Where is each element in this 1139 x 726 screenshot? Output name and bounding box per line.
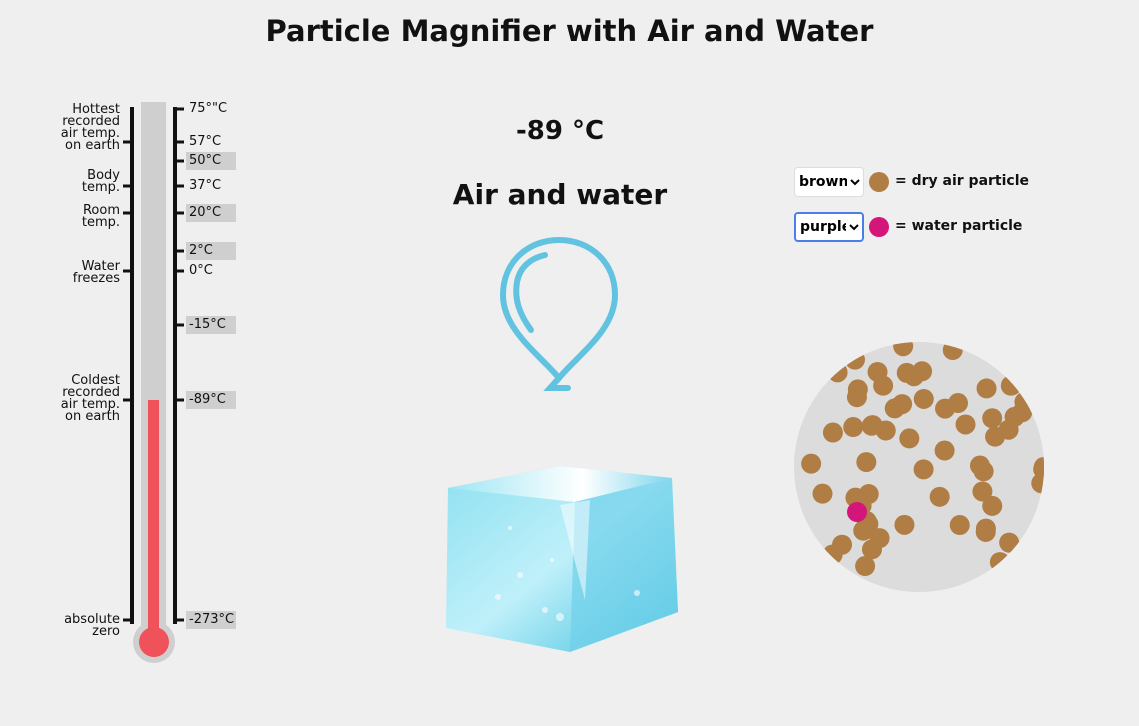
label-line: recorded [62, 114, 120, 129]
temp-label: 75°"C [189, 101, 228, 116]
temp-label: 2°C [186, 242, 236, 260]
label-line: on earth [65, 138, 120, 153]
label-line: Body [87, 168, 120, 183]
air-particle [855, 556, 876, 577]
label-line: on earth [65, 409, 120, 424]
air-particle [843, 417, 864, 438]
air-swatch [869, 172, 889, 192]
reference-label: Coldest recorded air temp. on earth [30, 373, 120, 424]
air-particle [949, 515, 970, 536]
air-particle [822, 422, 843, 443]
air-particle [812, 483, 833, 504]
temp-label: 20°C [186, 204, 236, 222]
air-particle [827, 362, 848, 383]
air-particle [853, 520, 874, 541]
water-swatch [869, 217, 889, 237]
ice-cube [446, 466, 678, 652]
air-particle [846, 387, 867, 408]
label-line: Water [81, 259, 120, 274]
air-particle [1031, 473, 1044, 494]
air-particle [903, 366, 924, 387]
label-line: air temp. [60, 126, 120, 141]
thermometer [123, 102, 184, 663]
reference-label: Body temp. [30, 168, 120, 195]
temp-label: 57°C [189, 134, 222, 149]
label-line: temp. [81, 180, 120, 195]
air-particle [884, 398, 905, 419]
temp-label: 0°C [189, 263, 213, 278]
temp-label: -273°C [186, 611, 236, 629]
label-line: Hottest [72, 102, 120, 117]
air-particle [1014, 391, 1035, 412]
air-particle [972, 481, 993, 502]
page-title: Particle Magnifier with Air and Water [265, 14, 874, 48]
air-particle [955, 414, 976, 435]
air-particle [894, 514, 915, 535]
air-particle [976, 378, 997, 399]
temp-label: -15°C [186, 316, 236, 334]
balloon-icon [499, 236, 619, 391]
air-particle [975, 518, 996, 539]
air-particle [893, 342, 914, 357]
water-color-select[interactable]: purple [794, 212, 864, 242]
label-line: absolute [64, 612, 120, 627]
label-line: zero [92, 624, 120, 639]
label-line: Room [82, 203, 120, 218]
air-particle [873, 375, 894, 396]
label-line: freezes [72, 271, 120, 286]
legend-label: = dry air particle [895, 173, 1030, 189]
label-line: air temp. [60, 397, 120, 412]
air-particle [982, 495, 1003, 516]
air-particle [913, 388, 934, 409]
air-particle [999, 532, 1020, 553]
air-particle [844, 349, 865, 370]
air-color-select[interactable]: brown [794, 167, 864, 197]
air-particle [856, 452, 877, 473]
air-particle [985, 426, 1006, 447]
air-particle [982, 408, 1003, 429]
water-particle [847, 502, 867, 522]
temp-label: 37°C [189, 178, 222, 193]
air-particle [899, 428, 920, 449]
reference-label: Hottest recorded air temp. on earth [30, 102, 120, 153]
reference-label: Water freezes [30, 259, 120, 286]
temp-label: -89°C [186, 391, 236, 409]
label-line: recorded [62, 385, 120, 400]
air-particle [934, 440, 955, 461]
reference-label: absolute zero [30, 612, 120, 639]
label-line: temp. [81, 215, 120, 230]
temp-label: 50°C [186, 152, 236, 170]
air-particle [822, 544, 843, 565]
air-particle [869, 528, 890, 549]
air-particle [801, 453, 822, 474]
legend-label: = water particle [895, 218, 1023, 234]
reference-label: Room temp. [30, 203, 120, 230]
air-particle [989, 552, 1010, 573]
state-label: Air and water [452, 178, 668, 211]
air-particle [913, 459, 934, 480]
air-particle [929, 486, 950, 507]
magnifier [794, 342, 1044, 592]
air-particle [862, 415, 883, 436]
air-particle [973, 461, 994, 482]
label-line: Coldest [71, 373, 120, 388]
air-particle [948, 393, 969, 414]
air-particle [942, 342, 963, 360]
air-particle [1002, 375, 1023, 396]
temperature: -89 °C [515, 116, 605, 146]
